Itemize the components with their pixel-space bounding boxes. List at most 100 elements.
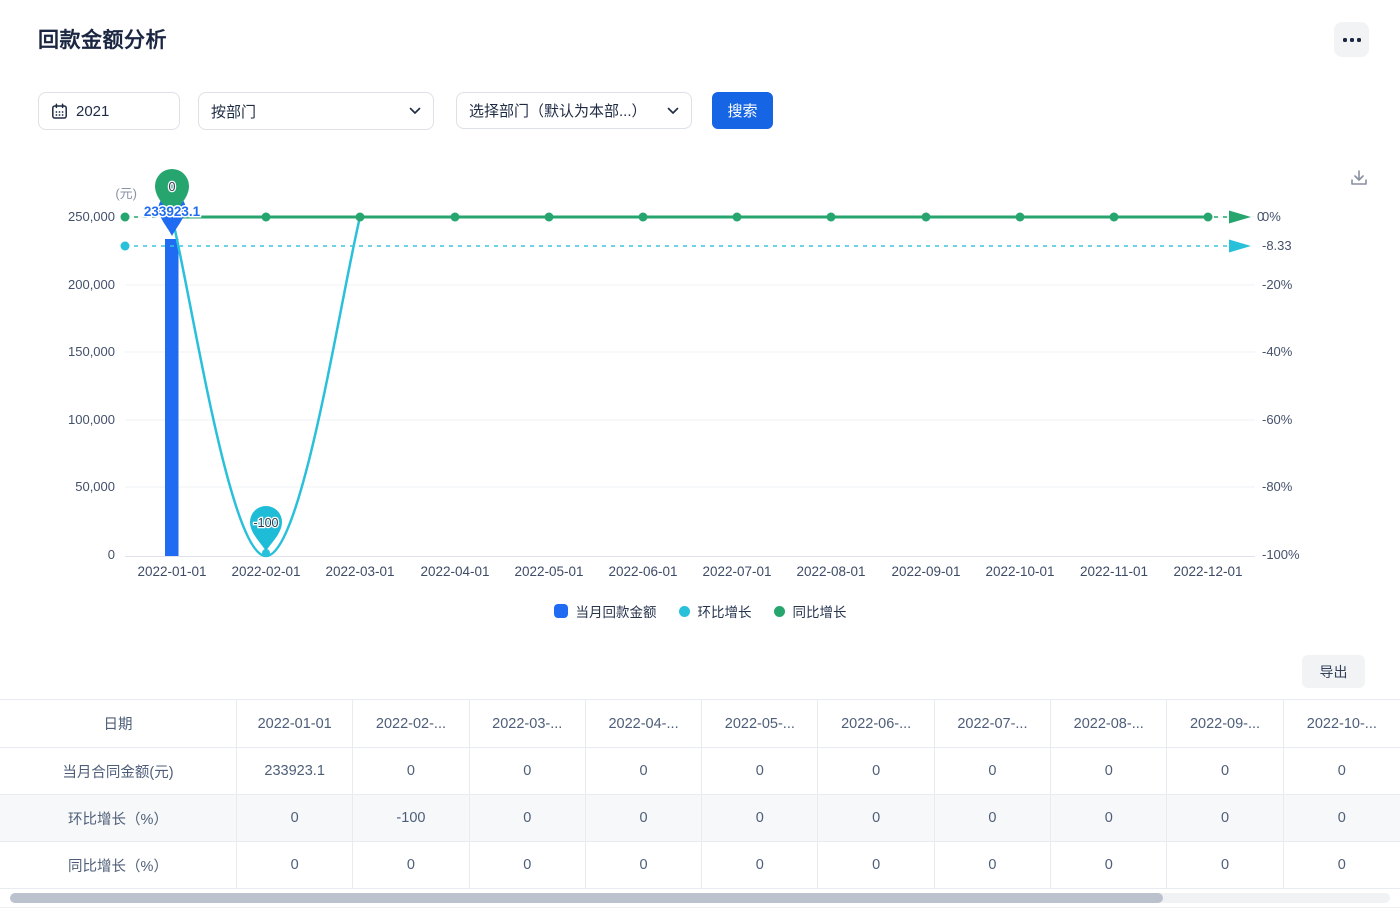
export-button[interactable]: 导出 <box>1302 655 1365 688</box>
calendar-icon <box>52 102 67 119</box>
arrow-right-icon <box>1229 210 1251 224</box>
yoy-growth-line <box>167 212 1213 222</box>
legend-item-mom[interactable]: 环比增长 <box>678 601 752 621</box>
table-cell: 233923.1 <box>237 748 354 794</box>
combo-chart: 0 -100 233923.1 <box>120 169 1255 558</box>
mom-min-pin-icon <box>250 506 282 551</box>
table-cell: 0 <box>1167 842 1284 888</box>
right-tick: -80% <box>1262 479 1293 494</box>
table-cell: 0 <box>1167 748 1284 794</box>
yoy-series-swatch-icon <box>773 605 785 617</box>
search-button-label: 搜索 <box>727 103 758 120</box>
column-header: 2022-02-... <box>353 700 470 747</box>
x-tick: 2022-11-01 <box>1079 564 1149 579</box>
x-tick: 2022-08-01 <box>796 564 866 579</box>
legend-item-yoy[interactable]: 同比增长 <box>773 601 847 621</box>
table-cell: 0 <box>1337 857 1346 873</box>
x-tick: 2022-12-01 <box>1173 564 1243 579</box>
table-cell: 0 <box>818 748 935 794</box>
x-tick: 2022-01-01 <box>137 564 207 579</box>
table-row: 环比增长（%） 0 -100 0 0 0 0 0 0 0 0 <box>0 795 1400 842</box>
column-header: 2022-09-... <box>1167 700 1284 747</box>
right-tick: -40% <box>1262 344 1293 359</box>
year-value: 2021 <box>76 102 110 120</box>
mom-min-label: -100 <box>253 516 278 530</box>
table-cell: 0 <box>1337 810 1346 826</box>
column-header: 2022-08-... <box>1051 700 1168 747</box>
table-cell: 0 <box>935 748 1052 794</box>
table-cell: 0 <box>470 795 586 841</box>
table-cell: 0 <box>237 842 354 888</box>
left-tick: 250,000 <box>68 209 115 224</box>
x-tick: 2022-06-01 <box>608 564 678 579</box>
table-cell: 0 <box>1167 795 1284 841</box>
mom-average-markline <box>120 239 1251 253</box>
gridlines <box>125 216 1255 557</box>
data-table: 日期 2022-01-01 2022-02-... 2022-03-... 20… <box>0 699 1400 889</box>
search-button[interactable]: 搜索 <box>712 92 773 129</box>
ellipsis-icon <box>1342 37 1361 42</box>
right-tick: -20% <box>1262 277 1293 292</box>
right-tick: -60% <box>1262 412 1293 427</box>
mom-growth-line <box>170 215 1208 558</box>
bar-2022-01 <box>165 239 179 556</box>
table-cell: 0 <box>586 842 703 888</box>
page-title: 回款金额分析 <box>38 29 167 52</box>
column-header: 2022-01-01 <box>237 700 354 747</box>
table-cell: 0 <box>470 748 586 794</box>
column-header: 2022-06-... <box>818 700 935 747</box>
right-tick: 0% <box>1262 209 1281 224</box>
mom-average-label: -8.33 <box>1262 238 1292 253</box>
table-cell: 0 <box>818 795 935 841</box>
column-header: 2022-04-... <box>586 700 703 747</box>
table-cell: 0 <box>237 795 354 841</box>
bar-max-label: 233923.1 <box>144 204 201 219</box>
year-picker[interactable]: 2021 <box>38 92 180 130</box>
mom-min-point <box>262 549 270 557</box>
dimension-select[interactable]: 按部门 <box>198 92 434 130</box>
legend-label: 环比增长 <box>697 605 752 620</box>
table-cell: 0 <box>702 748 819 794</box>
yoy-max-pin-icon <box>155 169 189 216</box>
bottom-divider <box>0 907 1400 908</box>
download-chart-button[interactable] <box>1346 166 1372 192</box>
table-cell: 0 <box>935 795 1052 841</box>
y-axis-unit: (元) <box>115 186 137 201</box>
table-row: 当月合同金额(元) 233923.1 0 0 0 0 0 0 0 0 0 <box>0 748 1400 795</box>
legend-item-bar[interactable]: 当月回款金额 <box>553 601 657 621</box>
legend-label: 当月回款金额 <box>575 605 657 620</box>
column-header: 2022-03-... <box>470 700 586 747</box>
row-label: 环比增长（%） <box>0 795 237 841</box>
yoy-average-label: 0 <box>1257 209 1265 224</box>
table-cell: 0 <box>1337 763 1346 779</box>
x-tick: 2022-05-01 <box>514 564 584 579</box>
export-button-label: 导出 <box>1319 663 1348 680</box>
table-cell: 0 <box>1051 842 1168 888</box>
table-cell: 0 <box>586 748 703 794</box>
x-tick: 2022-10-01 <box>985 564 1055 579</box>
left-tick: 150,000 <box>68 344 115 359</box>
left-tick: 0 <box>107 547 115 562</box>
table-cell: 0 <box>702 842 819 888</box>
chart-legend: 当月回款金额 环比增长 同比增长 <box>0 601 1400 621</box>
legend-label: 同比增长 <box>792 605 847 620</box>
x-tick: 2022-04-01 <box>420 564 490 579</box>
department-select[interactable]: 选择部门（默认为本部...） <box>456 92 692 129</box>
column-header: 2022-07-... <box>935 700 1052 747</box>
left-tick: 100,000 <box>68 412 115 427</box>
bar-series-swatch-icon <box>553 604 568 618</box>
column-header: 日期 <box>0 700 237 747</box>
x-tick: 2022-03-01 <box>325 564 395 579</box>
table-cell: 0 <box>586 795 703 841</box>
more-options-button[interactable] <box>1334 22 1369 57</box>
department-select-value: 选择部门（默认为本部...） <box>469 103 647 120</box>
mom-series-swatch-icon <box>678 605 690 617</box>
table-cell: 0 <box>935 842 1052 888</box>
horizontal-scrollbar-track[interactable] <box>10 893 1390 903</box>
yoy-max-label: 0 <box>169 180 176 194</box>
table-row: 同比增长（%） 0 0 0 0 0 0 0 0 0 0 <box>0 842 1400 889</box>
table-cell: 0 <box>353 748 470 794</box>
horizontal-scrollbar-thumb[interactable] <box>10 893 1163 903</box>
chevron-down-icon <box>667 107 679 114</box>
